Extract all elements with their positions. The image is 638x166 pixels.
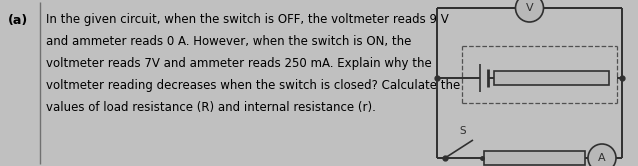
Bar — [494, 71, 609, 85]
Ellipse shape — [516, 0, 544, 22]
Ellipse shape — [588, 144, 616, 166]
Text: S: S — [460, 126, 466, 136]
Text: values of load resistance (R) and internal resistance (r).: values of load resistance (R) and intern… — [46, 101, 376, 114]
Text: and ammeter reads 0 A. However, when the switch is ON, the: and ammeter reads 0 A. However, when the… — [46, 35, 412, 48]
Text: A: A — [598, 153, 606, 163]
Text: V: V — [526, 3, 533, 13]
Text: voltmeter reading decreases when the switch is closed? Calculate the: voltmeter reading decreases when the swi… — [46, 79, 460, 92]
Bar — [484, 151, 585, 165]
Text: (a): (a) — [8, 14, 28, 27]
Text: voltmeter reads 7V and ammeter reads 250 mA. Explain why the: voltmeter reads 7V and ammeter reads 250… — [46, 57, 432, 70]
Text: In the given circuit, when the switch is OFF, the voltmeter reads 9 V: In the given circuit, when the switch is… — [46, 13, 449, 26]
